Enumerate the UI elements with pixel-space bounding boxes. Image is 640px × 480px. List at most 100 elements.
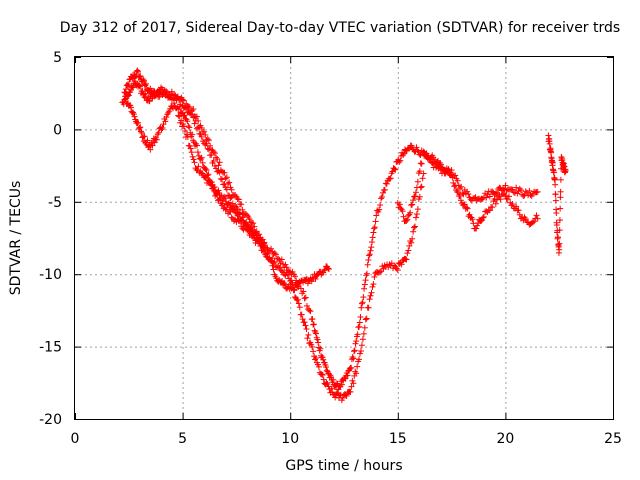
- data-point: [238, 201, 245, 208]
- data-point: [354, 331, 361, 338]
- data-point: [371, 224, 378, 231]
- data-point: [313, 355, 320, 362]
- data-point: [510, 189, 517, 196]
- data-point: [271, 250, 278, 257]
- data-point: [191, 120, 198, 127]
- data-point: [204, 136, 211, 143]
- data-point: [425, 152, 432, 159]
- data-point: [280, 280, 287, 287]
- data-point: [204, 177, 211, 184]
- data-point: [296, 304, 303, 311]
- y-tick-label: -10: [39, 267, 62, 283]
- data-point: [159, 124, 166, 131]
- data-point: [483, 194, 490, 201]
- data-point: [366, 252, 373, 259]
- data-point: [283, 269, 290, 276]
- data-point: [134, 67, 141, 74]
- data-point: [356, 356, 363, 363]
- data-point: [386, 175, 393, 182]
- data-point: [513, 184, 520, 191]
- data-point: [314, 336, 321, 343]
- data-point: [186, 143, 193, 150]
- data-point: [405, 145, 412, 152]
- data-point: [208, 151, 215, 158]
- data-point: [175, 112, 182, 119]
- data-point: [353, 338, 360, 345]
- data-point: [234, 195, 241, 202]
- data-point: [228, 214, 235, 221]
- data-point: [452, 182, 459, 189]
- data-point: [219, 176, 226, 183]
- data-point: [397, 205, 404, 212]
- data-point: [403, 217, 410, 224]
- data-point: [391, 165, 398, 172]
- data-point: [449, 174, 456, 181]
- data-point: [251, 223, 258, 230]
- data-point: [188, 149, 195, 156]
- data-point: [135, 119, 142, 126]
- x-tick-label: 5: [178, 431, 187, 447]
- data-point: [158, 126, 165, 133]
- data-point: [298, 311, 305, 318]
- x-tick-label: 10: [281, 431, 299, 447]
- data-point: [350, 380, 357, 387]
- data-point: [372, 218, 379, 225]
- data-point: [377, 202, 384, 209]
- data-point: [226, 179, 233, 186]
- data-point: [183, 105, 190, 112]
- data-point: [153, 136, 160, 143]
- data-point: [272, 251, 279, 258]
- axis-ticks: [75, 57, 614, 420]
- data-point: [362, 277, 369, 284]
- data-point: [202, 173, 209, 180]
- data-point: [187, 145, 194, 152]
- data-point: [339, 394, 346, 401]
- data-point: [295, 300, 302, 307]
- data-point: [193, 125, 200, 132]
- data-point: [266, 254, 273, 261]
- data-point: [264, 250, 271, 257]
- data-point: [401, 150, 408, 157]
- data-point: [312, 356, 319, 363]
- data-point: [434, 159, 441, 166]
- data-point: [365, 304, 372, 311]
- data-point: [531, 218, 538, 225]
- data-point: [153, 134, 160, 141]
- data-point: [367, 247, 374, 254]
- data-point: [306, 307, 313, 314]
- data-point: [552, 197, 559, 204]
- data-point: [447, 169, 454, 176]
- data-point: [197, 131, 204, 138]
- data-point: [317, 345, 324, 352]
- data-point: [202, 166, 209, 173]
- data-point: [369, 234, 376, 241]
- data-point: [556, 217, 563, 224]
- data-point: [561, 163, 568, 170]
- data-point: [461, 201, 468, 208]
- data-point: [418, 160, 425, 167]
- data-point: [208, 179, 215, 186]
- x-tick-label: 15: [389, 431, 407, 447]
- plot-frame: [74, 56, 614, 420]
- data-point: [184, 133, 191, 140]
- data-point: [556, 240, 563, 247]
- y-tick-label: -15: [39, 340, 62, 356]
- data-point: [142, 90, 149, 97]
- series-track-e: [394, 148, 541, 232]
- data-point: [144, 137, 151, 144]
- data-point: [221, 181, 228, 188]
- data-point: [189, 111, 196, 118]
- data-point: [489, 204, 496, 211]
- data-point: [203, 167, 210, 174]
- data-point: [404, 250, 411, 257]
- data-point: [330, 376, 337, 383]
- data-point: [239, 214, 246, 221]
- data-point: [347, 388, 354, 395]
- x-axis-label: GPS time / hours: [285, 458, 402, 474]
- data-point: [448, 171, 455, 178]
- data-point: [469, 216, 476, 223]
- data-point: [357, 347, 364, 354]
- data-point: [197, 156, 204, 163]
- data-point: [223, 198, 230, 205]
- data-point: [358, 342, 365, 349]
